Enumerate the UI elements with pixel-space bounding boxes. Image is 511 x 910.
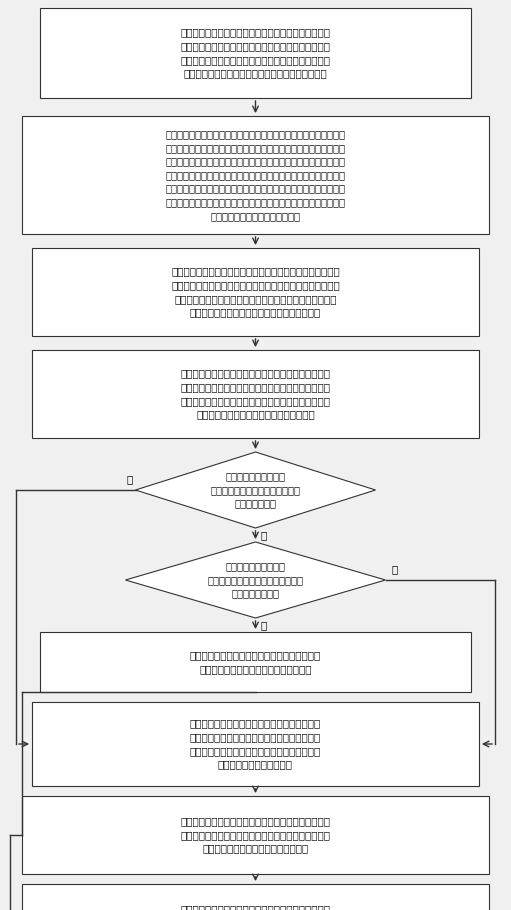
Text: 是: 是 [261,530,267,540]
Bar [32,702,479,786]
Bar [32,248,479,336]
Bar [22,796,489,874]
Polygon shape [126,542,385,618]
Text: 机械手臂控制机构判断
待抓取目标物体的二维平面位置坐
标是否发生变化: 机械手臂控制机构判断 待抓取目标物体的二维平面位置坐 标是否发生变化 [211,471,300,509]
Bar [40,8,471,98]
Text: 根据抓取目标物体当前的三维空间位置坐标重新
确定待抓取目标物体所在的三维空间位置: 根据抓取目标物体当前的三维空间位置坐标重新 确定待抓取目标物体所在的三维空间位置 [190,651,321,673]
Bar [40,632,471,692]
Text: 根据抓取目标物体的二维平面位置坐标的变化幅
度和方向，对此前最新获取到的抓取目标物体的
三维空间位置坐标进行修正，重新确定待抓取目
标物体所在的三维空间位置: 根据抓取目标物体的二维平面位置坐标的变化幅 度和方向，对此前最新获取到的抓取目标… [190,719,321,769]
Text: 当机械手臂启动抓取任务后，由多方位视觉定位处理机
构的双目图像采集单元对预设的载物空间区域进行双目
图像采集，同时由多方位视觉定位处理机构的二维图像
采集单元采: 当机械手臂启动抓取任务后，由多方位视觉定位处理机 构的双目图像采集单元对预设的载… [180,27,331,78]
Text: 机械手臂控制机构实时接收来自多方位视觉定位处理机构的待
抓取目标物体的三维空间位置坐标和姿态信息，并实时地根据
待抓取目标物体的三维空间位置坐标调整机械手臂的臂: 机械手臂控制机构实时接收来自多方位视觉定位处理机构的待 抓取目标物体的三维空间位… [171,267,340,318]
Bar [22,116,489,234]
Bar [22,884,489,910]
Text: 否: 否 [391,564,398,574]
Text: 是: 是 [261,620,267,630]
Polygon shape [135,452,376,528]
Text: 机械手臂控制机构判断
当前是否成功获取到抓取目标物体的
三维空间位置坐标: 机械手臂控制机构判断 当前是否成功获取到抓取目标物体的 三维空间位置坐标 [207,561,304,599]
Text: 机械手臂控制机构根据重新确定的待抓取目标物体所在
的三维空间位置，再次调整机械手臂的臂部位姿，使得
机械手臂的夹持手靠近待抓取目标物体: 机械手臂控制机构根据重新确定的待抓取目标物体所在 的三维空间位置，再次调整机械手… [180,816,331,854]
Bar [32,350,479,438]
Text: 机械手臂控制机构在控制夹持手靠近待抓取目标物体的
过程中，实时地根据待抓取目标物体的姿态信息调整机
械手臂的夹持手的旋转角度，使得夹持手实施抓取的夹
持方向与待: 机械手臂控制机构在控制夹持手靠近待抓取目标物体的 过程中，实时地根据待抓取目标物… [180,369,331,420]
Text: 多方位视觉定位处理机构的定位处理单元实时获取双目图像采集单元
采集的双目图像以及二维图像采集单元采集的二维图像，根据采集到
的双目图像实时地进行待抓取目标物体识: 多方位视觉定位处理机构的定位处理单元实时获取双目图像采集单元 采集的双目图像以及… [166,129,345,221]
Text: 否: 否 [126,474,133,484]
Text: 机械手臂控制机构根据当前确定的待抓取目标物体所在
的三维空间位置以及当前所调整的夹持手的抓取方向，
控制夹持手对待抓取目标物体进行抓取: 机械手臂控制机构根据当前确定的待抓取目标物体所在 的三维空间位置以及当前所调整的… [180,905,331,910]
